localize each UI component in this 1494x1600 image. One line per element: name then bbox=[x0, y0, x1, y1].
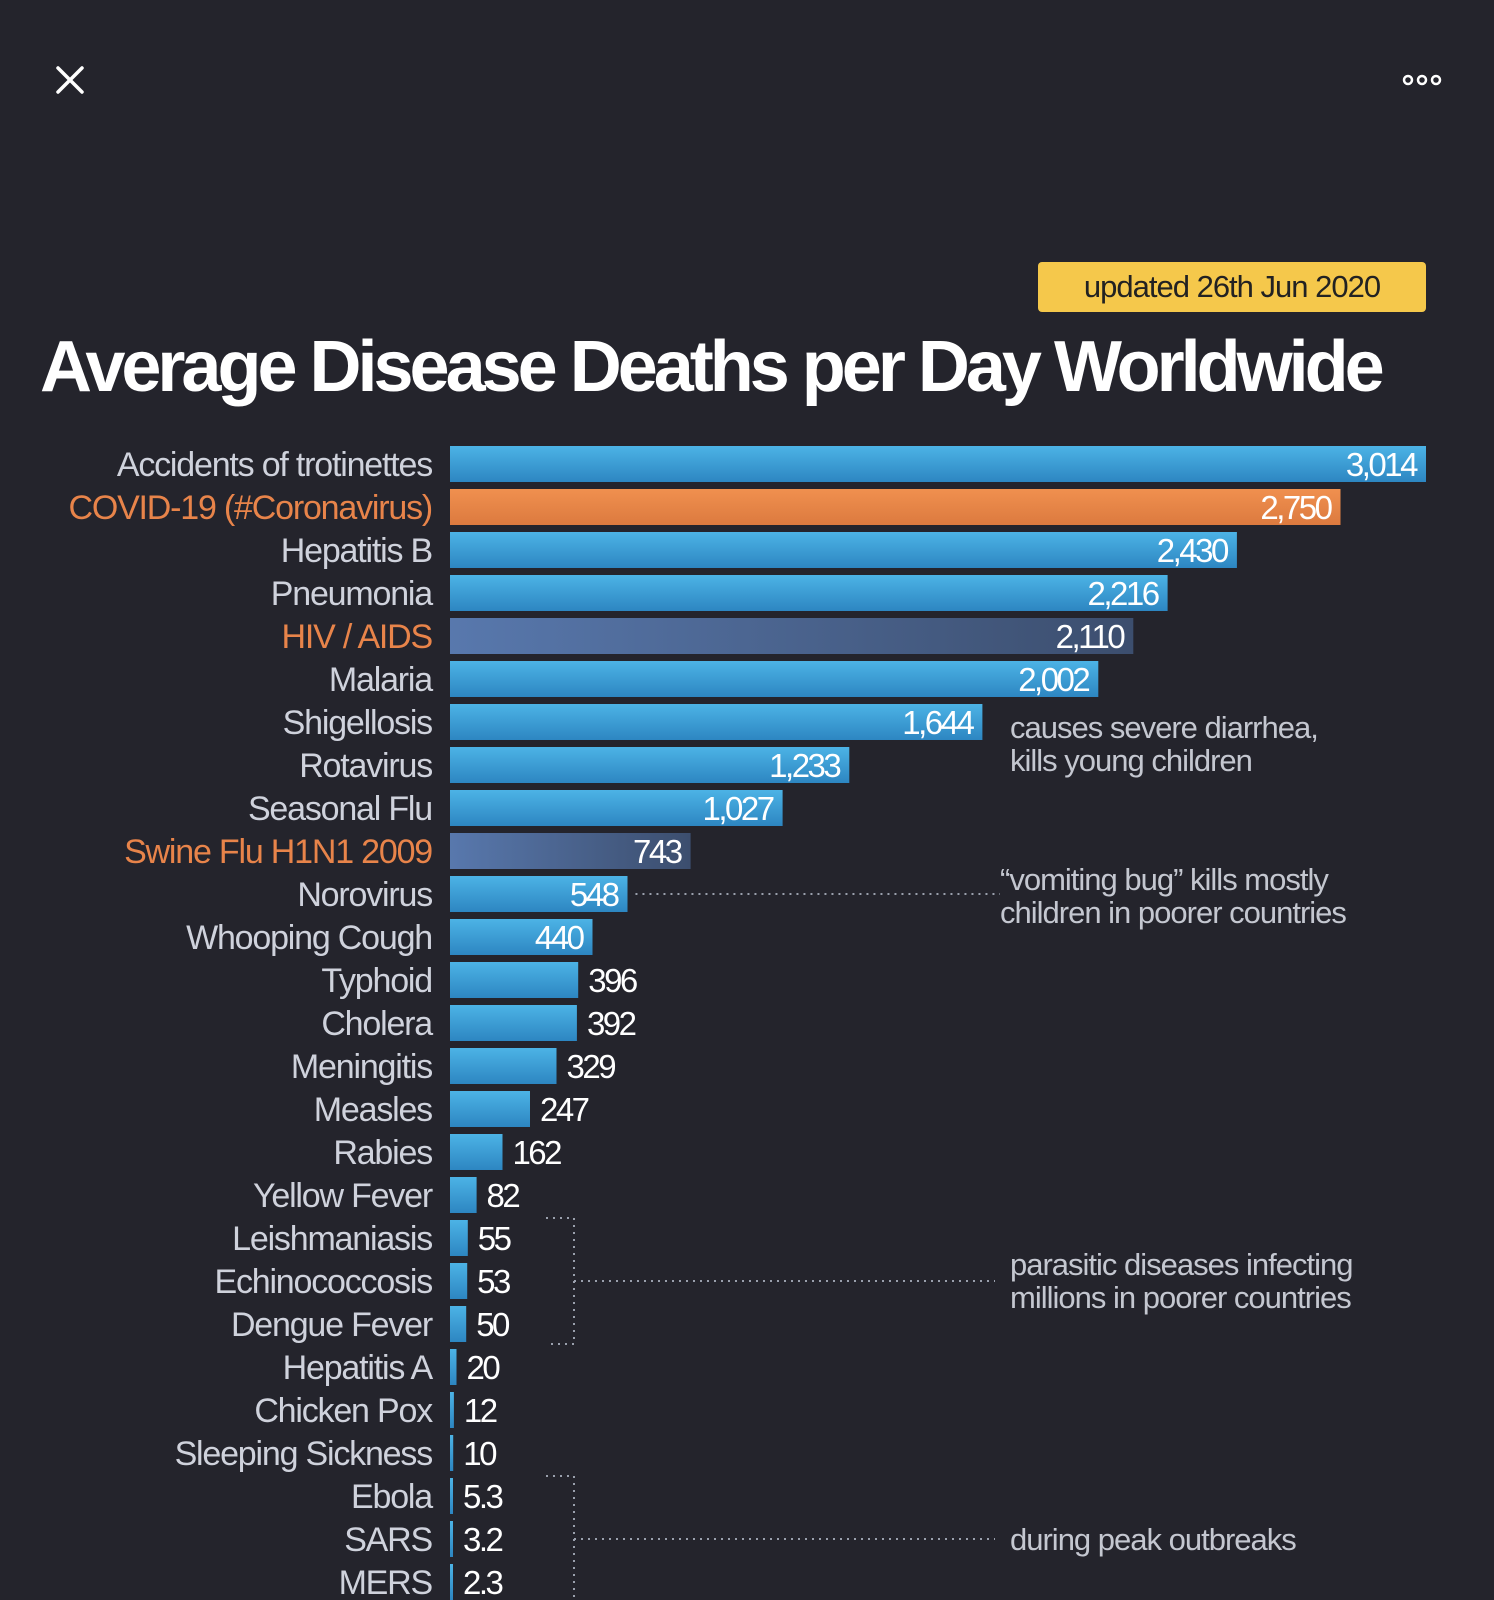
value-label: 82 bbox=[487, 1177, 520, 1214]
bar-26 bbox=[450, 1564, 453, 1600]
category-label: Meningitis bbox=[291, 1048, 432, 1086]
value-label: 3,014 bbox=[1346, 446, 1418, 483]
category-label: Ebola bbox=[351, 1478, 433, 1516]
more-options-button[interactable] bbox=[1394, 58, 1450, 102]
category-label: Whooping Cough bbox=[186, 919, 432, 957]
value-label: 548 bbox=[570, 876, 619, 913]
category-label: Rabies bbox=[333, 1134, 432, 1172]
value-label: 53 bbox=[477, 1263, 510, 1300]
category-label: Leishmaniasis bbox=[232, 1220, 432, 1258]
updated-badge: updated 26th Jun 2020 bbox=[1038, 262, 1426, 312]
annotation-shigellosis: kills young children bbox=[1010, 743, 1252, 778]
annotation-parasitic: parasitic diseases infecting bbox=[1010, 1247, 1352, 1282]
category-label: Typhoid bbox=[321, 962, 432, 1000]
value-label: 20 bbox=[466, 1349, 500, 1386]
category-label: Swine Flu H1N1 2009 bbox=[124, 833, 432, 871]
annotation-norovirus: children in poorer countries bbox=[1000, 895, 1346, 930]
value-label: 12 bbox=[464, 1392, 497, 1429]
category-label: HIV / AIDS bbox=[282, 618, 433, 656]
bar-10 bbox=[450, 876, 628, 912]
bar-18 bbox=[450, 1220, 468, 1256]
category-label: Chicken Pox bbox=[254, 1392, 433, 1430]
category-label: Sleeping Sickness bbox=[175, 1435, 433, 1473]
bar-1 bbox=[450, 489, 1341, 525]
value-label: 247 bbox=[540, 1091, 589, 1128]
value-label: 392 bbox=[587, 1005, 636, 1042]
bar-21 bbox=[450, 1349, 457, 1385]
bar-7 bbox=[450, 747, 850, 783]
bar-17 bbox=[450, 1177, 477, 1213]
value-label: 2,430 bbox=[1157, 532, 1229, 569]
category-label: Hepatitis A bbox=[283, 1349, 434, 1387]
category-label: Cholera bbox=[321, 1005, 433, 1043]
bar-0 bbox=[450, 446, 1426, 482]
bar-14 bbox=[450, 1048, 557, 1084]
category-label: Shigellosis bbox=[283, 704, 433, 742]
bar-8 bbox=[450, 790, 783, 826]
category-label: Yellow Fever bbox=[253, 1177, 433, 1215]
value-label: 5.3 bbox=[463, 1478, 503, 1515]
category-label: Measles bbox=[314, 1091, 432, 1129]
chart-title: Average Disease Deaths per Day Worldwide bbox=[40, 327, 1385, 407]
value-label: 3.2 bbox=[463, 1521, 503, 1558]
value-label: 1,644 bbox=[902, 704, 974, 741]
annotation-shigellosis: causes severe diarrhea, bbox=[1010, 710, 1318, 745]
bar-24 bbox=[450, 1478, 453, 1514]
value-label: 50 bbox=[476, 1306, 510, 1343]
bar-11 bbox=[450, 919, 593, 955]
category-label: Echinococcosis bbox=[214, 1263, 432, 1301]
category-label: Norovirus bbox=[297, 876, 432, 914]
category-label: Seasonal Flu bbox=[248, 790, 432, 828]
close-icon bbox=[56, 66, 84, 94]
category-label: SARS bbox=[344, 1521, 432, 1559]
annotation-outbreaks: during peak outbreaks bbox=[1010, 1522, 1296, 1557]
value-label: 2,002 bbox=[1018, 661, 1089, 698]
category-label: Pneumonia bbox=[271, 575, 433, 613]
category-label: Dengue Fever bbox=[231, 1306, 433, 1344]
bar-6 bbox=[450, 704, 983, 740]
bar-12 bbox=[450, 962, 579, 998]
bar-3 bbox=[450, 575, 1168, 611]
annotation-norovirus: “vomiting bug” kills mostly bbox=[1000, 862, 1329, 897]
annotation-parasitic: millions in poorer countries bbox=[1010, 1280, 1351, 1315]
category-label: Hepatitis B bbox=[281, 532, 432, 570]
bar-5 bbox=[450, 661, 1099, 697]
bar-16 bbox=[450, 1134, 503, 1170]
bar-9 bbox=[450, 833, 691, 869]
category-label: Rotavirus bbox=[299, 747, 432, 785]
value-label: 743 bbox=[633, 833, 682, 870]
value-label: 2,110 bbox=[1056, 618, 1126, 655]
value-label: 55 bbox=[478, 1220, 511, 1257]
annotation-bracket-outbreaks bbox=[546, 1475, 575, 1600]
value-label: 329 bbox=[567, 1048, 616, 1085]
bar-13 bbox=[450, 1005, 577, 1041]
value-label: 1,027 bbox=[702, 790, 773, 827]
bar-15 bbox=[450, 1091, 530, 1127]
value-label: 1,233 bbox=[769, 747, 840, 784]
bar-25 bbox=[450, 1521, 453, 1557]
value-label: 2,750 bbox=[1260, 489, 1332, 526]
category-label: COVID-19 (#Coronavirus) bbox=[68, 489, 432, 527]
bar-2 bbox=[450, 532, 1237, 568]
value-label: 162 bbox=[512, 1134, 561, 1171]
more-horizontal-icon bbox=[1402, 74, 1442, 86]
value-label: 10 bbox=[463, 1435, 497, 1472]
value-label: 396 bbox=[588, 962, 637, 999]
value-label: 440 bbox=[535, 919, 585, 956]
bar-20 bbox=[450, 1306, 467, 1342]
bar-23 bbox=[450, 1435, 454, 1471]
annotation-bracket-parasitic bbox=[546, 1217, 575, 1345]
bar-4 bbox=[450, 618, 1134, 654]
category-label: Accidents of trotinettes bbox=[117, 446, 432, 484]
close-button[interactable] bbox=[48, 58, 92, 102]
category-label: MERS bbox=[339, 1564, 433, 1600]
value-label: 2,216 bbox=[1087, 575, 1158, 612]
bar-22 bbox=[450, 1392, 454, 1428]
value-label: 2.3 bbox=[463, 1564, 503, 1600]
category-label: Malaria bbox=[329, 661, 433, 699]
bar-19 bbox=[450, 1263, 468, 1299]
